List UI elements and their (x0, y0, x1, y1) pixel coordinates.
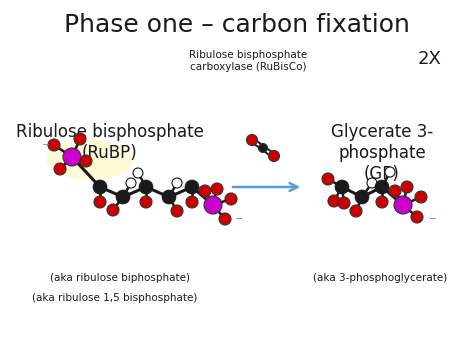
Circle shape (268, 151, 280, 162)
Circle shape (401, 181, 413, 193)
Text: (aka ribulose biphosphate): (aka ribulose biphosphate) (50, 273, 190, 283)
Circle shape (74, 133, 86, 145)
Circle shape (185, 180, 199, 194)
Circle shape (172, 178, 182, 188)
Circle shape (350, 205, 362, 217)
Circle shape (394, 196, 412, 214)
Text: Glycerate 3-
phosphate
(GP): Glycerate 3- phosphate (GP) (331, 123, 433, 182)
Text: 2X: 2X (418, 50, 442, 68)
Text: Ribulose bisphosphate
(RuBP): Ribulose bisphosphate (RuBP) (16, 123, 204, 162)
Circle shape (186, 196, 198, 208)
Circle shape (322, 173, 334, 185)
Circle shape (126, 178, 136, 188)
Text: −: − (235, 214, 243, 224)
Circle shape (219, 213, 231, 225)
Text: −: − (429, 214, 437, 224)
Circle shape (93, 180, 107, 194)
Circle shape (328, 195, 340, 207)
Circle shape (171, 205, 183, 217)
Circle shape (80, 155, 92, 167)
Ellipse shape (47, 141, 133, 179)
Circle shape (375, 180, 389, 194)
Circle shape (258, 143, 267, 153)
Text: (aka ribulose 1,5 bisphosphate): (aka ribulose 1,5 bisphosphate) (32, 293, 198, 303)
Circle shape (162, 190, 176, 204)
Circle shape (355, 190, 369, 204)
Circle shape (385, 167, 395, 177)
Text: −: − (42, 140, 50, 150)
Circle shape (140, 196, 152, 208)
Circle shape (107, 204, 119, 216)
Circle shape (338, 197, 350, 209)
Circle shape (335, 180, 349, 194)
Circle shape (211, 183, 223, 195)
Circle shape (48, 139, 60, 151)
Text: Phase one – carbon fixation: Phase one – carbon fixation (64, 13, 410, 37)
Text: (aka 3-phosphoglycerate): (aka 3-phosphoglycerate) (313, 273, 447, 283)
Circle shape (415, 191, 427, 203)
Circle shape (133, 168, 143, 178)
Circle shape (246, 135, 257, 146)
Circle shape (225, 193, 237, 205)
Circle shape (411, 211, 423, 223)
Circle shape (139, 180, 153, 194)
Circle shape (204, 196, 222, 214)
Circle shape (376, 196, 388, 208)
Text: Ribulose bisphosphate
carboxylase (RuBisCo): Ribulose bisphosphate carboxylase (RuBis… (189, 50, 307, 72)
Circle shape (389, 185, 401, 197)
Circle shape (367, 178, 377, 188)
Circle shape (54, 163, 66, 175)
Circle shape (199, 185, 211, 197)
Circle shape (63, 148, 81, 166)
Circle shape (116, 190, 130, 204)
FancyArrowPatch shape (233, 183, 297, 191)
Circle shape (94, 196, 106, 208)
